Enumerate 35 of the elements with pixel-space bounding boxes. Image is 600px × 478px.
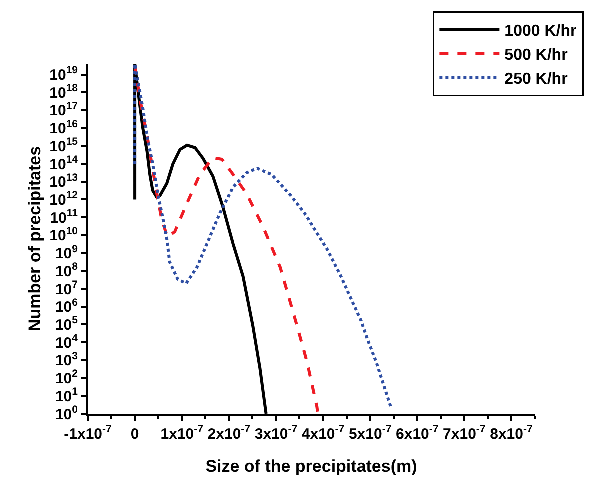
y-tick-label: 10$^{7}$	[55, 278, 78, 298]
x-tick-label: 0	[130, 426, 140, 443]
y-tick-label: 10$^{6}$	[55, 296, 78, 316]
y-tick-label: 10$^{15}$	[50, 136, 78, 156]
y-tick-label: 10$^{11}$	[50, 208, 78, 227]
x-tick-label: -1x10$^{-7}$	[64, 424, 112, 443]
x-tick-label: 7x10$^{-7}$	[443, 424, 486, 443]
y-tick-label: 10$^{9}$	[55, 243, 78, 263]
y-tick-label: 10$^{1}$	[55, 386, 78, 406]
x-tick-label: 8x10$^{-7}$	[490, 424, 533, 443]
y-tick-label: 10$^{18}$	[50, 82, 78, 102]
y-tick-label: 10$^{16}$	[50, 118, 78, 138]
y-tick-label: 10$^{5}$	[55, 314, 78, 334]
x-tick-label: 4x10$^{-7}$	[302, 424, 345, 443]
y-tick-label: 10$^{4}$	[55, 332, 78, 352]
y-tick-label: 10$^{8}$	[55, 261, 78, 280]
legend-label: 1000 K/hr	[504, 23, 577, 40]
y-tick-label: 10$^{2}$	[55, 368, 78, 388]
y-tick-label: 10$^{17}$	[50, 100, 78, 120]
x-tick-label: 1x10$^{-7}$	[160, 424, 204, 443]
y-tick-label: 10$^{0}$	[55, 404, 78, 424]
legend-label: 250 K/hr	[504, 70, 568, 88]
y-tick-label: 10$^{3}$	[55, 350, 78, 370]
x-axis-title: Size of the precipitates(m)	[206, 456, 418, 476]
x-tick-label: 6x10$^{-7}$	[396, 424, 439, 443]
y-tick-label: 10$^{13}$	[50, 172, 78, 192]
y-tick-label: 10$^{14}$	[50, 154, 78, 174]
x-tick-label: 3x10$^{-7}$	[254, 424, 298, 443]
y-tick-label: 10$^{19}$	[50, 64, 78, 84]
y-tick-label: 10$^{12}$	[50, 190, 78, 209]
y-axis-title: Number of precipitates	[26, 146, 45, 332]
legend-label: 500 K/hr	[504, 46, 568, 64]
y-tick-label: 10$^{10}$	[50, 225, 78, 245]
x-tick-label: 5x10$^{-7}$	[348, 424, 392, 443]
x-tick-label: 2x10$^{-7}$	[208, 424, 251, 443]
